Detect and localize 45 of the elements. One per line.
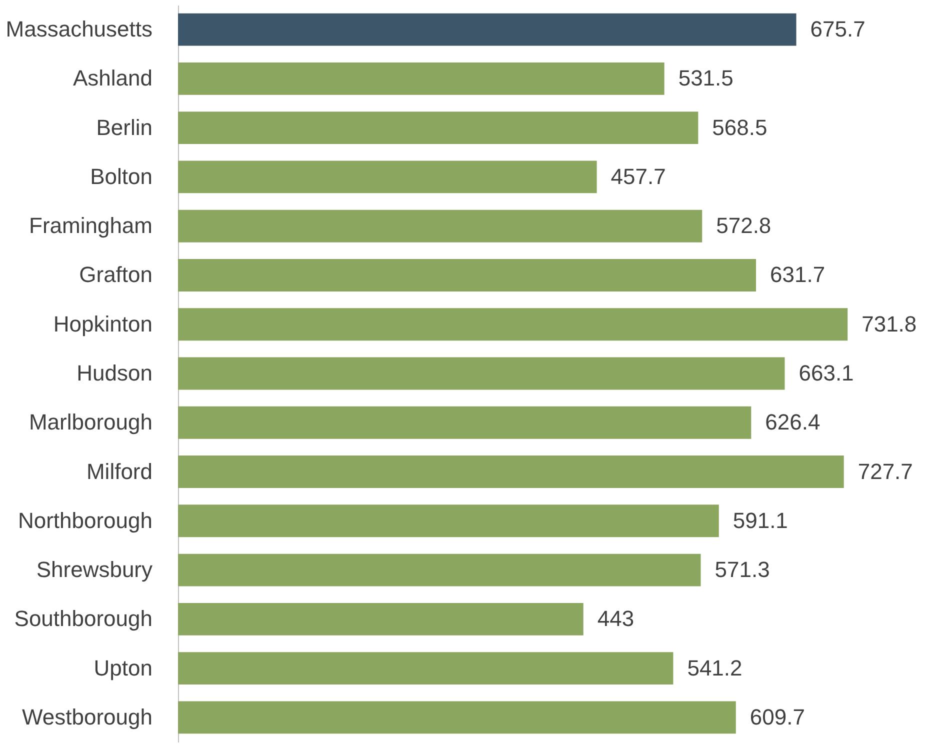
bar: [178, 456, 844, 488]
y-tick-label: Southborough: [14, 606, 152, 632]
y-tick-label: Hopkinton: [53, 311, 152, 336]
data-label: 626.4: [765, 410, 820, 435]
data-label: 727.7: [858, 458, 913, 484]
data-label: 541.2: [687, 655, 742, 680]
data-label: 731.8: [862, 311, 917, 336]
data-label: 572.8: [716, 213, 772, 238]
y-tick-label: Massachusetts: [6, 16, 152, 42]
bar: [178, 357, 785, 390]
bar: [178, 259, 756, 292]
data-label: 457.7: [610, 164, 666, 189]
bar: [178, 701, 736, 734]
y-tick-label: Bolton: [90, 164, 152, 189]
y-tick-label: Northborough: [18, 508, 152, 533]
bar: [178, 62, 664, 95]
y-tick-label: Framingham: [29, 213, 152, 238]
y-tick-label: Berlin: [96, 114, 152, 140]
data-label: 631.7: [770, 262, 826, 288]
bar: [178, 308, 848, 341]
data-label: 675.7: [810, 16, 866, 42]
bar: [178, 112, 698, 144]
bar: [178, 652, 674, 685]
bar: [178, 13, 796, 46]
y-tick-label: Milford: [86, 458, 152, 484]
y-tick-label: Westborough: [22, 704, 152, 730]
bar: [178, 160, 597, 194]
data-label: 591.1: [732, 508, 788, 533]
y-tick-label: Upton: [94, 655, 152, 680]
bar: [178, 210, 702, 242]
y-tick-label: Hudson: [76, 360, 152, 386]
data-label: 571.3: [714, 557, 770, 582]
y-tick-label: Marlborough: [28, 410, 152, 435]
data-label: 443: [597, 606, 634, 632]
y-tick-label: Grafton: [79, 262, 152, 288]
y-tick-label: Shrewsbury: [36, 557, 152, 582]
data-label: 531.5: [678, 66, 734, 91]
y-tick-label: Ashland: [72, 66, 152, 91]
bar: [178, 406, 752, 439]
bar: [178, 554, 701, 586]
data-label: 568.5: [712, 114, 768, 140]
bar: [178, 504, 719, 538]
data-label: 663.1: [798, 360, 854, 386]
bar: [178, 602, 584, 636]
data-label: 609.7: [750, 704, 805, 730]
